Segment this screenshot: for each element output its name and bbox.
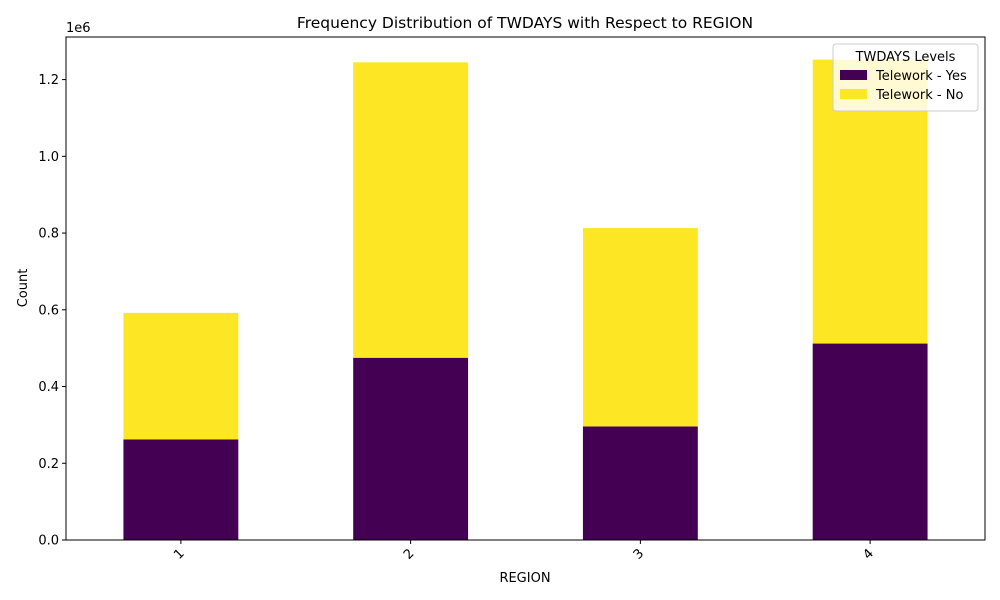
y-axis: 0.0 0.2 0.4 0.6 0.8 1.0 1.2 xyxy=(38,73,66,549)
x-axis-label: REGION xyxy=(499,571,550,586)
x-axis: 1 2 3 4 xyxy=(171,540,877,563)
legend-entry-label: Telework - No xyxy=(875,88,963,103)
y-tick-label: 0.0 xyxy=(38,534,59,549)
bar-region-4-series-0 xyxy=(812,343,928,540)
legend-entry-label: Telework - Yes xyxy=(875,69,967,84)
plot-frame xyxy=(65,36,986,541)
legend-box xyxy=(832,43,979,112)
legend-title: TWDAYS Levels xyxy=(855,50,956,65)
bar-region-3-series-0 xyxy=(582,426,698,540)
y-axis-label: Count xyxy=(16,269,31,308)
bar-region-1-series-0 xyxy=(123,439,239,540)
bar-region-2-series-0 xyxy=(353,357,469,540)
x-tick-label: 2 xyxy=(401,546,417,562)
x-tick-label: 4 xyxy=(860,546,876,562)
y-tick-label: 1.2 xyxy=(38,73,59,88)
x-tick-label: 1 xyxy=(171,546,187,562)
y-tick-label: 0.2 xyxy=(38,457,59,472)
y-tick-label: 0.6 xyxy=(38,303,59,318)
y-axis-offset-label: 1e6 xyxy=(66,21,91,36)
bar-region-2-series-1 xyxy=(353,62,469,358)
bar-region-3-series-1 xyxy=(582,228,698,427)
chart-title: Frequency Distribution of TWDAYS with Re… xyxy=(297,14,753,32)
x-tick-label: 3 xyxy=(631,546,647,562)
legend-swatch xyxy=(840,70,867,80)
legend: TWDAYS Levels Telework - Yes Telework - No xyxy=(832,43,979,112)
y-tick-label: 1.0 xyxy=(38,150,59,165)
y-tick-label: 0.8 xyxy=(38,227,59,242)
bar-region-1-series-1 xyxy=(123,312,239,440)
bars-group xyxy=(123,59,928,540)
y-tick-label: 0.4 xyxy=(38,380,59,395)
legend-swatch xyxy=(840,89,867,99)
